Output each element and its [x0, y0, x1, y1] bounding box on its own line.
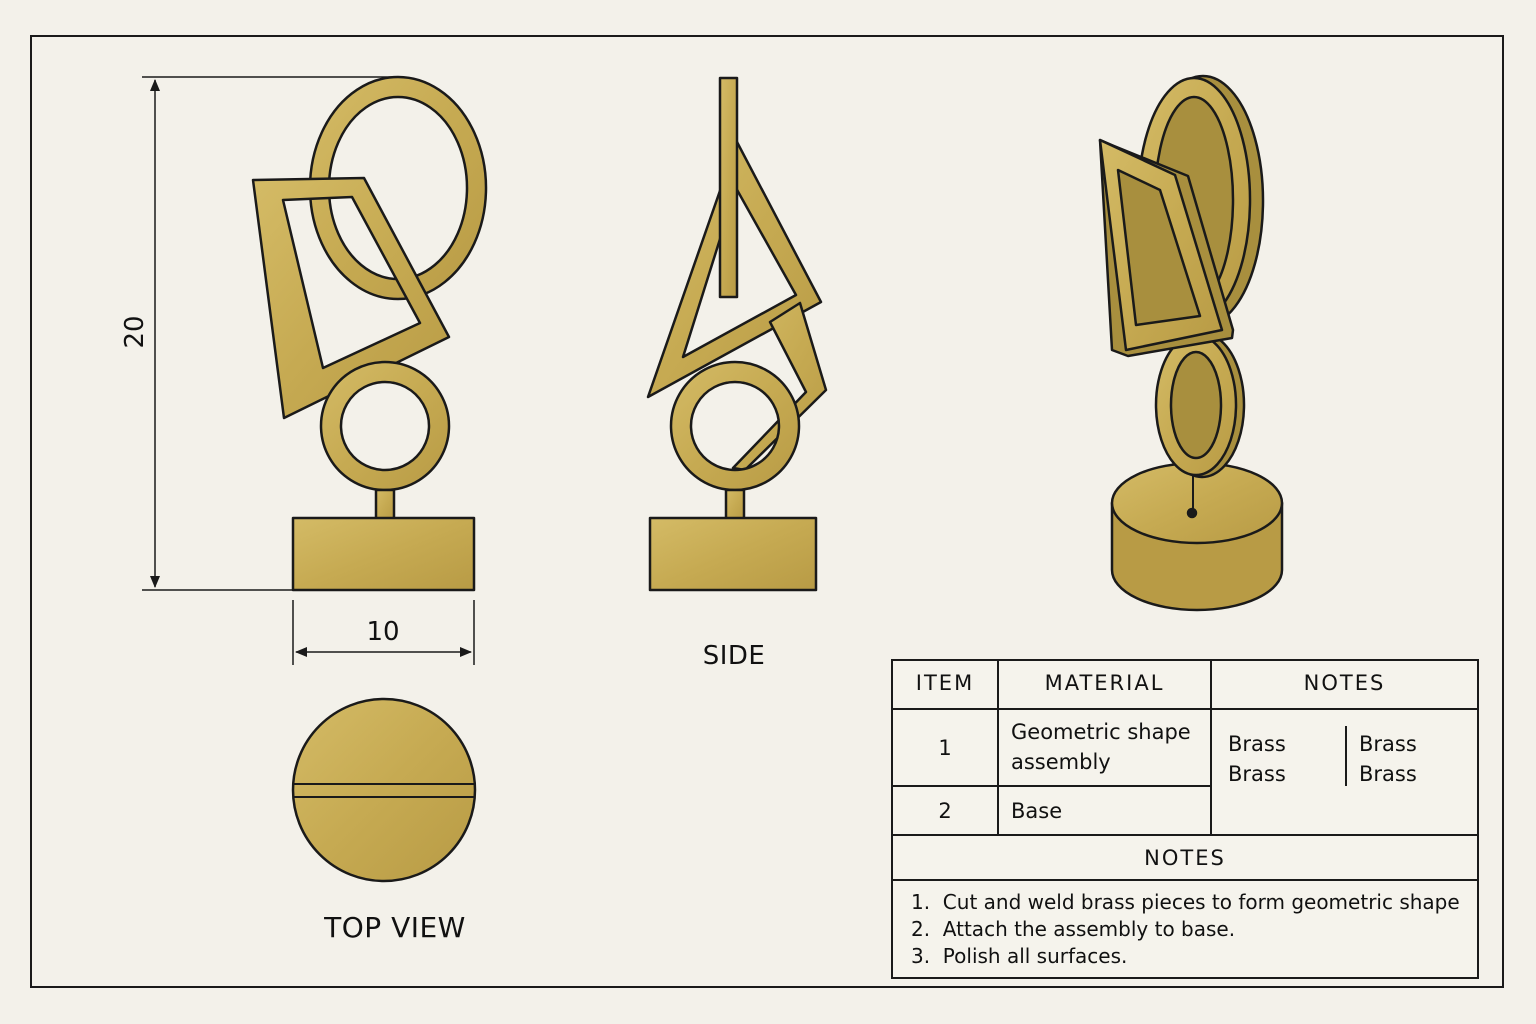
bill-of-materials-table: ITEM MATERIAL NOTES 1 Geometric shape as…: [891, 659, 1479, 979]
side-stem: [724, 488, 746, 522]
notes-cell-b1: Brass: [1359, 732, 1417, 756]
front-stem: [374, 488, 396, 522]
note-3: 3. Polish all surfaces.: [911, 944, 1128, 968]
row2-material: Base: [1011, 799, 1063, 823]
notes-cell-b2: Brass: [1359, 762, 1417, 786]
row1-item: 1: [938, 736, 952, 760]
top-view: [291, 697, 477, 883]
front-small-ring: [319, 360, 451, 492]
note-1: 1. Cut and weld brass pieces to form geo…: [911, 890, 1460, 914]
iso-lower-ring: [1154, 333, 1238, 477]
front-base: [291, 516, 476, 592]
row1-material-line1: Geometric shape: [1011, 720, 1191, 744]
row2-item: 2: [938, 799, 952, 823]
width-dimension-value: 10: [366, 617, 400, 647]
notes-section-header: NOTES: [1144, 846, 1226, 870]
isometric-view: [1098, 74, 1284, 612]
side-vertical-bar: [718, 76, 739, 299]
notes-cell-a2: Brass: [1228, 762, 1286, 786]
top-view-label: TOP VIEW: [324, 911, 466, 944]
top-disk: [291, 697, 477, 883]
drawing-sheet-border: [30, 35, 1504, 988]
side-base: [648, 516, 818, 592]
header-item: ITEM: [915, 671, 975, 695]
iso-rod-pin: [1186, 507, 1198, 519]
side-view-label: SIDE: [702, 641, 766, 671]
side-view: [646, 76, 828, 592]
side-small-ring: [669, 360, 801, 492]
header-material: MATERIAL: [1044, 671, 1165, 695]
row1-material-line2: assembly: [1011, 750, 1111, 774]
height-dimension: [142, 76, 398, 591]
width-dimension: [292, 600, 475, 665]
notes-cell-a1: Brass: [1228, 732, 1286, 756]
note-2: 2. Attach the assembly to base.: [911, 917, 1236, 941]
side-triangle-frame: [646, 140, 823, 399]
height-dimension-value: 20: [120, 315, 150, 349]
front-triangle-frame: [251, 176, 451, 420]
header-notes: NOTES: [1303, 671, 1386, 695]
front-view: [251, 75, 488, 592]
iso-triangle-frame: [1098, 138, 1224, 352]
